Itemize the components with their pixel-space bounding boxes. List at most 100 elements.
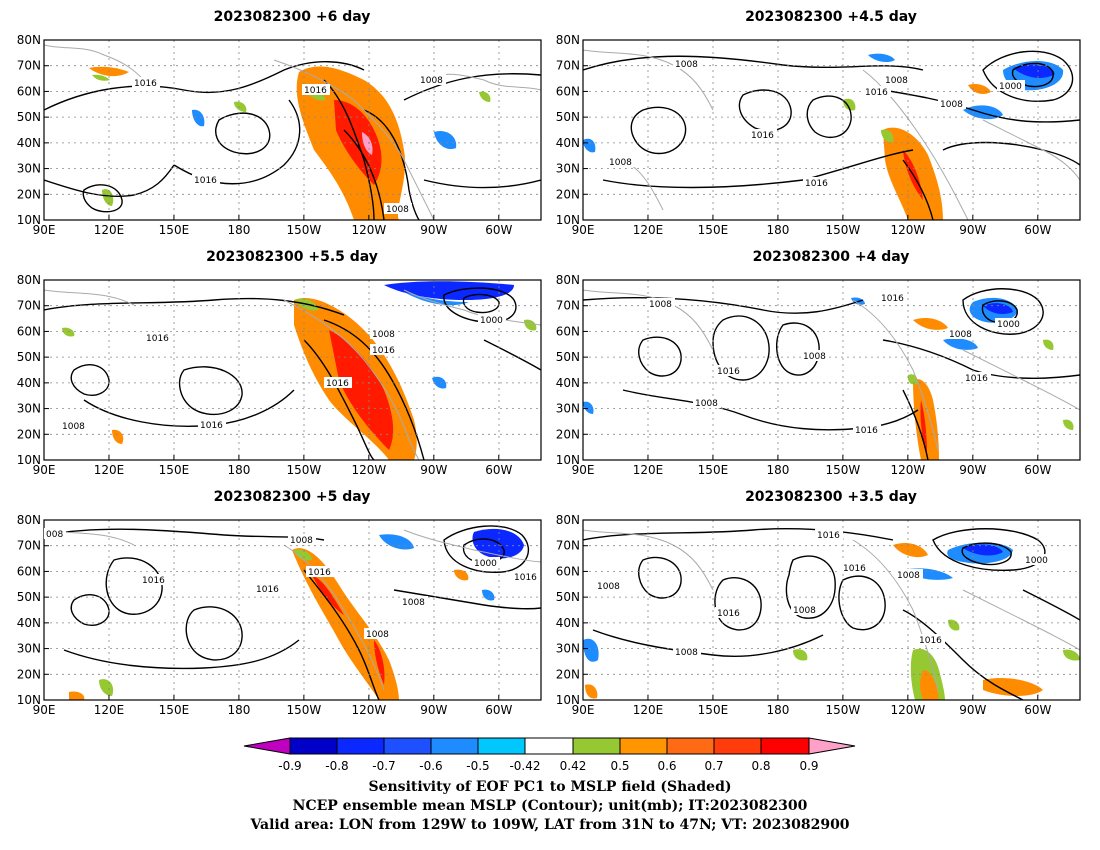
- contour-label: 1016: [817, 531, 840, 541]
- panel-5day: 008 1008 1016 1016 1016 1008 1000 1016 1…: [43, 519, 542, 701]
- panel-frame: [582, 39, 1081, 221]
- lon-tick-label: 60W: [485, 463, 512, 477]
- contour-label: 1008: [897, 571, 920, 581]
- contour-label: 1008: [290, 536, 313, 546]
- contour-label: 1016: [855, 426, 878, 436]
- footer: Sensitivity of EOF PC1 to MSLP field (Sh…: [249, 779, 849, 833]
- lon-tick-label: 60W: [1024, 463, 1051, 477]
- lat-tick-label: 10N: [556, 453, 580, 467]
- panel-title: 2023082300 +3.5 day: [745, 489, 917, 505]
- contour-label: 1008: [372, 330, 395, 340]
- panel-title: 2023082300 +4.5 day: [745, 9, 917, 25]
- gridlines: [583, 280, 1080, 460]
- gridlines: [44, 280, 541, 460]
- lon-tick-label: 60W: [1024, 223, 1051, 237]
- colorbar-label: -0.9: [278, 759, 301, 773]
- lat-tick-label: 30N: [17, 402, 41, 416]
- lon-tick-label: 150E: [159, 223, 190, 237]
- lat-tick-label: 40N: [556, 136, 580, 150]
- mslp-contours: [583, 50, 1080, 220]
- contour-label: 1016: [142, 576, 165, 586]
- lat-tick-label: 40N: [17, 616, 41, 630]
- footer-valid-area: Valid area: LON from 129W to 109W, LAT f…: [249, 817, 849, 833]
- lon-tick-label: 120W: [890, 703, 925, 717]
- contour-label: 1008: [62, 422, 85, 432]
- panel-title: 2023082300 +5.5 day: [206, 249, 378, 265]
- lon-tick-label: 120W: [890, 463, 925, 477]
- contour-label: 1016: [881, 294, 904, 304]
- contour-label: 1000: [997, 320, 1020, 330]
- lon-tick-label: 180: [227, 223, 250, 237]
- contour-labels: 1016 1016 1008 1016 1008: [132, 74, 446, 215]
- lon-tick-label: 120E: [633, 223, 664, 237]
- lon-tick-label: 90E: [572, 703, 595, 717]
- panel-6day: 1016 1016 1008 1016 1008: [43, 39, 542, 221]
- gridlines: [583, 40, 1080, 220]
- mslp-contours: [583, 528, 1080, 700]
- contour-label: 1016: [865, 88, 888, 98]
- colorbar-label: -0.42: [509, 759, 540, 773]
- panel-3-5day: 1016 1016 1008 1000 1008 1016 1008 1008 …: [582, 519, 1081, 701]
- contour-labels: 1016 1016 1008 1000 1008 1016 1008 1008 …: [595, 529, 1051, 658]
- lat-tick-label: 80N: [556, 513, 580, 527]
- panel-frame: [43, 39, 542, 221]
- lat-tick-label: 20N: [556, 427, 580, 441]
- colorbar-label: -0.5: [466, 759, 489, 773]
- gridlines: [583, 520, 1080, 700]
- lat-tick-label: 40N: [556, 616, 580, 630]
- panel-frame: [582, 519, 1081, 701]
- contour-label: 1016: [717, 367, 740, 377]
- lat-tick-label: 30N: [556, 402, 580, 416]
- lon-tick-label: 90W: [959, 463, 986, 477]
- lat-tick-label: 30N: [17, 642, 41, 656]
- lon-tick-label: 120E: [633, 463, 664, 477]
- lon-tick-label: 150W: [286, 223, 321, 237]
- contour-label: 1008: [366, 630, 389, 640]
- contour-label: 1008: [675, 648, 698, 658]
- contour-label: 1016: [843, 564, 866, 574]
- lon-tick-label: 120W: [351, 703, 386, 717]
- lon-tick-label: 120W: [351, 463, 386, 477]
- lat-tick-label: 60N: [556, 324, 580, 338]
- lon-tick-label: 90W: [959, 223, 986, 237]
- lon-tick-label: 90W: [420, 223, 447, 237]
- lon-tick-label: 150E: [698, 223, 729, 237]
- contour-label: 1000: [474, 559, 497, 569]
- lon-tick-label: 180: [766, 703, 789, 717]
- contour-label: 1016: [194, 176, 217, 186]
- gridlines: [44, 40, 541, 220]
- contour-label: 1008: [649, 300, 672, 310]
- contour-label: 1008: [885, 76, 908, 86]
- contour-label: 1016: [965, 374, 988, 384]
- lat-tick-label: 10N: [556, 213, 580, 227]
- lat-tick-label: 70N: [17, 299, 41, 313]
- lat-tick-label: 60N: [17, 84, 41, 98]
- lon-tick-label: 150E: [698, 703, 729, 717]
- lat-tick-label: 10N: [556, 693, 580, 707]
- lon-tick-label: 90E: [33, 463, 56, 477]
- contour-label: 1008: [803, 352, 826, 362]
- contour-label: 1008: [386, 205, 409, 215]
- lon-tick-label: 120E: [94, 223, 125, 237]
- colorbar-label: -0.8: [325, 759, 348, 773]
- lon-tick-label: 120W: [890, 223, 925, 237]
- colorbar-labels: -0.9 -0.8 -0.7 -0.6 -0.5 -0.42 0.42 0.5 …: [278, 759, 818, 773]
- lat-tick-label: 60N: [556, 564, 580, 578]
- lon-tick-label: 90E: [33, 703, 56, 717]
- contour-label: 1016: [805, 179, 828, 189]
- lat-tick-label: 50N: [17, 590, 41, 604]
- colorbar: -0.9 -0.8 -0.7 -0.6 -0.5 -0.42 0.42 0.5 …: [243, 737, 856, 773]
- lon-tick-label: 150W: [825, 463, 860, 477]
- panel-title: 2023082300 +5 day: [214, 489, 371, 505]
- lat-tick-label: 60N: [17, 324, 41, 338]
- lon-tick-label: 150W: [825, 703, 860, 717]
- panel-titles: 2023082300 +6 day 2023082300 +4.5 day 20…: [206, 9, 917, 505]
- contour-labels: 1016 1008 1016 1016 1008 1000 1016: [60, 314, 506, 432]
- contour-label: 1008: [675, 60, 698, 70]
- contour-label: 1008: [793, 606, 816, 616]
- lon-tick-label: 60W: [485, 223, 512, 237]
- shading: [583, 297, 1074, 460]
- lon-tick-label: 90E: [572, 463, 595, 477]
- lon-tick-label: 150E: [159, 463, 190, 477]
- lat-tick-label: 60N: [17, 564, 41, 578]
